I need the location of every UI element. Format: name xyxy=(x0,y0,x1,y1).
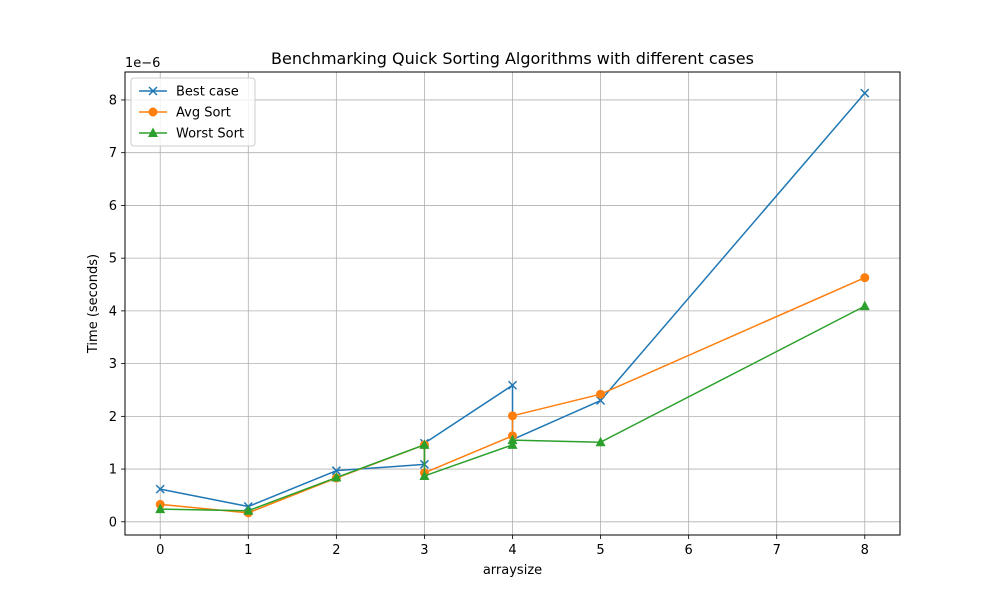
x-tick-label: 0 xyxy=(156,543,164,558)
legend-item: Avg Sort xyxy=(139,106,231,121)
data-point xyxy=(155,484,165,494)
y-tick-label: 4 xyxy=(109,304,117,319)
data-point xyxy=(859,300,870,311)
ticks: 0 1 2 3 4 5 6 7 8 0 1 2 3 4 5 6 7 8 xyxy=(109,93,869,558)
legend-item: Worst Sort xyxy=(139,127,244,142)
data-point xyxy=(860,88,870,98)
legend-marker xyxy=(148,127,158,137)
data-point xyxy=(243,505,254,515)
data-point xyxy=(596,395,606,406)
x-tick-label: 8 xyxy=(861,543,869,558)
data-point xyxy=(508,411,517,421)
data-point xyxy=(596,389,606,399)
x-tick-label: 1 xyxy=(244,543,252,558)
y-tick-label: 3 xyxy=(109,357,117,372)
y-axis-label: Time (seconds) xyxy=(86,254,101,354)
data-point xyxy=(860,273,870,283)
y-tick-label: 2 xyxy=(109,410,117,425)
x-tick-label: 3 xyxy=(420,543,428,558)
legend-label: Avg Sort xyxy=(176,106,231,121)
y-tick-label: 8 xyxy=(109,93,117,108)
y-tick-label: 7 xyxy=(109,146,117,161)
legend-label: Best case xyxy=(176,85,239,100)
x-axis-label: arraysize xyxy=(483,563,542,578)
x-tick-label: 2 xyxy=(332,543,340,558)
y-tick-label: 0 xyxy=(109,515,117,530)
y-offset-label: 1e−6 xyxy=(125,56,160,71)
data-point xyxy=(507,380,518,390)
x-tick-label: 4 xyxy=(508,543,516,558)
legend-box xyxy=(130,77,256,147)
legend-marker xyxy=(148,86,158,96)
y-tick-label: 1 xyxy=(109,463,117,478)
data-point xyxy=(419,439,430,449)
grid xyxy=(125,72,900,535)
data-point xyxy=(419,470,430,480)
x-tick-label: 6 xyxy=(684,543,692,558)
series-group xyxy=(155,88,870,518)
data-point xyxy=(595,436,606,447)
legend-label: Worst Sort xyxy=(176,127,244,142)
series-worst-sort xyxy=(155,300,870,515)
x-tick-label: 5 xyxy=(596,543,604,558)
data-point xyxy=(331,472,342,482)
data-point xyxy=(155,503,166,514)
data-point xyxy=(331,466,341,476)
data-point xyxy=(507,434,518,445)
y-tick-label: 6 xyxy=(109,199,117,214)
legend: Best case Avg Sort Worst Sort xyxy=(130,77,256,147)
legend-item: Best case xyxy=(139,85,239,100)
chart-title: Benchmarking Quick Sorting Algorithms wi… xyxy=(271,49,754,68)
legend-marker xyxy=(148,107,158,117)
x-tick-label: 7 xyxy=(773,543,781,558)
y-tick-label: 5 xyxy=(109,252,117,267)
